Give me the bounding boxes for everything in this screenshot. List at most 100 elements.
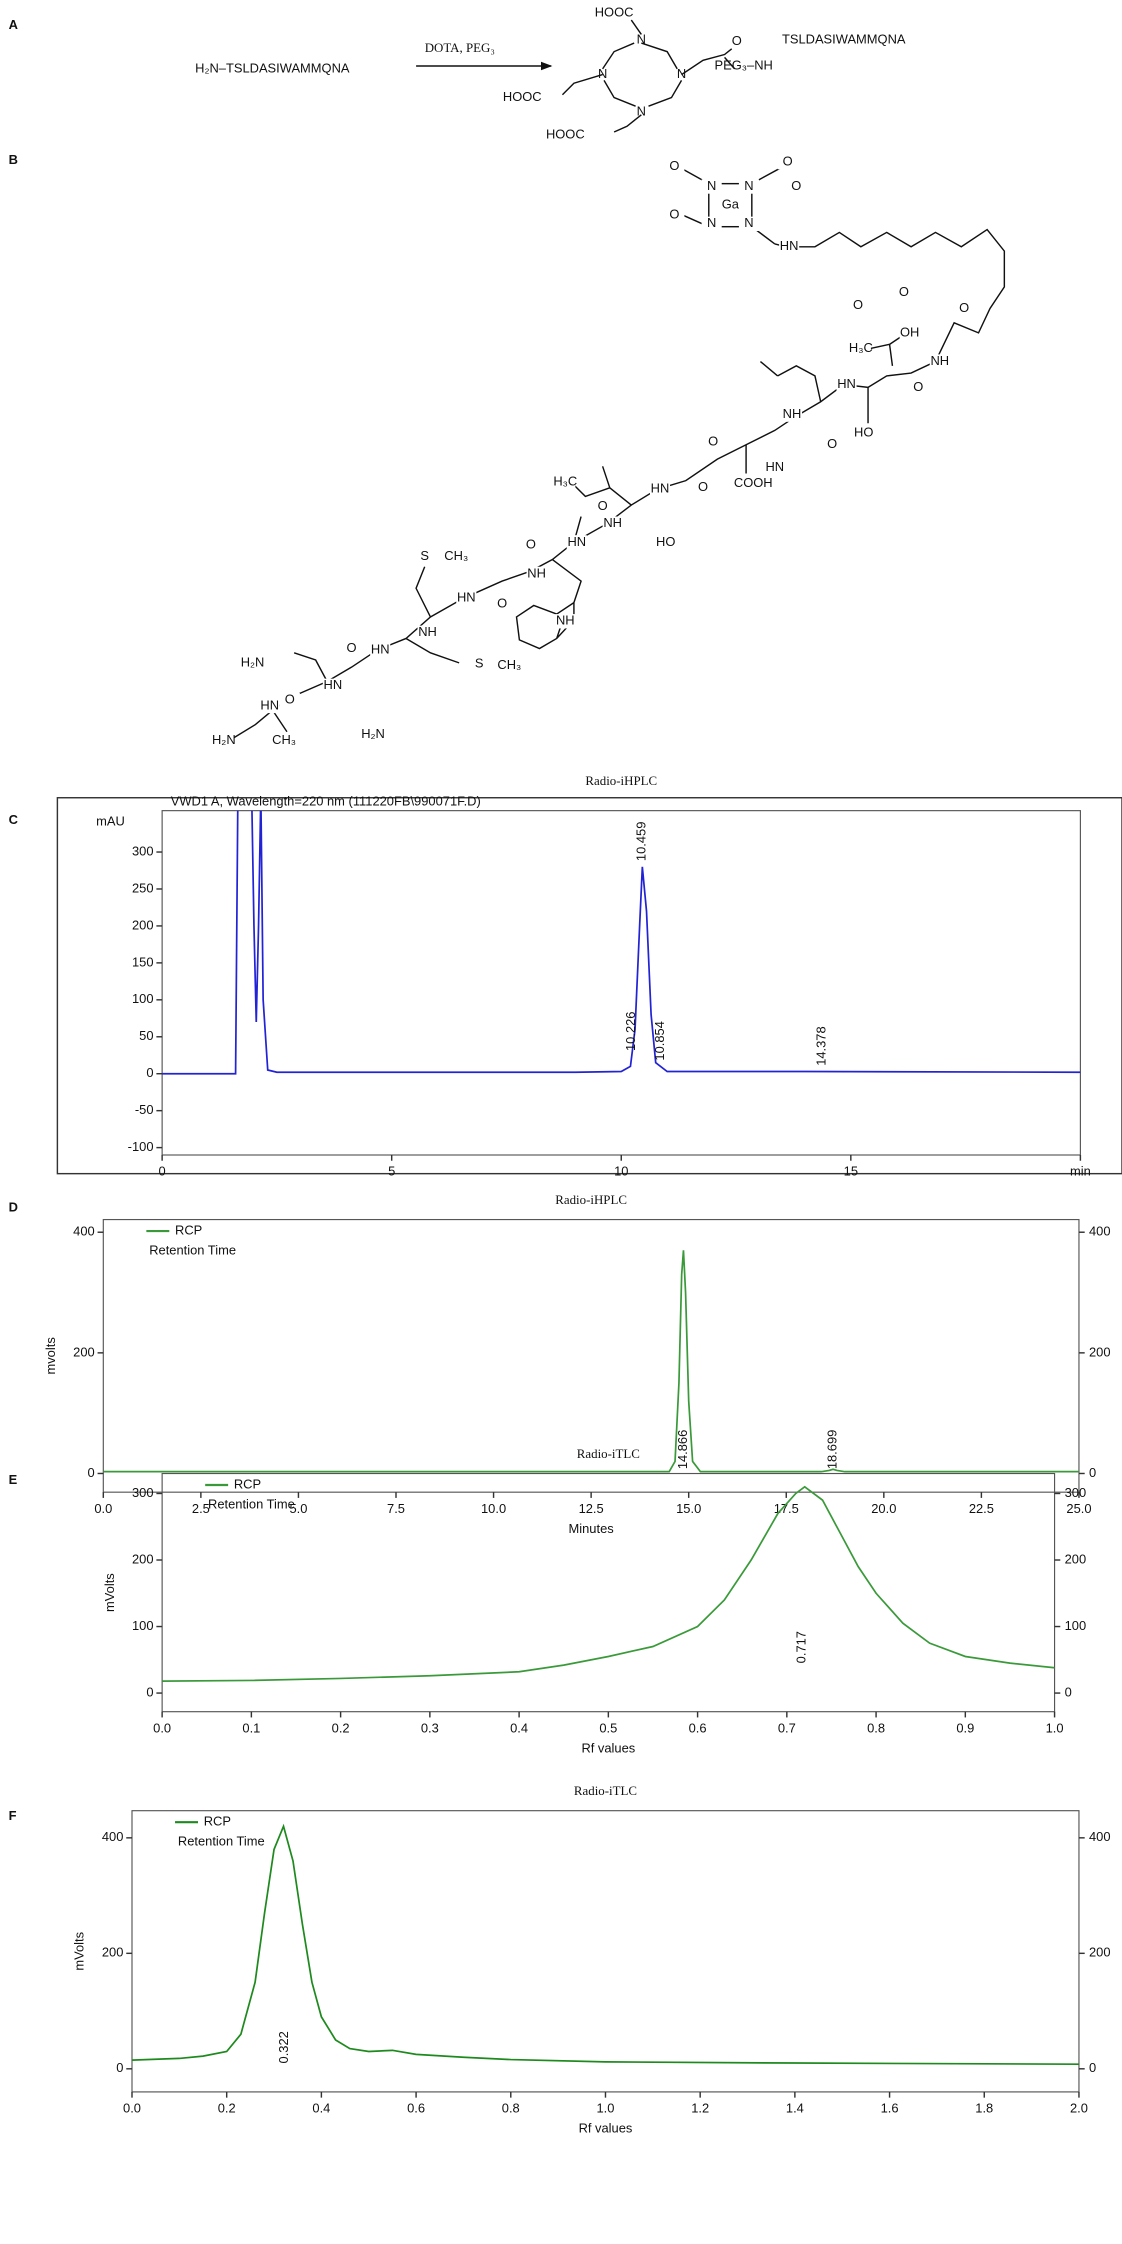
y-axis-label: mVolts [72, 1932, 87, 1971]
atom-bg [492, 596, 513, 612]
x-axis-label: Rf values [579, 2121, 633, 2136]
y-tick-label: 0 [146, 1065, 153, 1080]
y2-tick-label: 200 [1065, 1551, 1087, 1566]
atom-bg [853, 426, 874, 441]
x-axis-label: Minutes [569, 1521, 614, 1536]
panel-label: D [9, 1199, 18, 1214]
atom-label: O [669, 158, 679, 173]
atom-bg [520, 538, 541, 553]
atom-label: N [707, 178, 716, 193]
atom-bg [649, 482, 671, 497]
atom-bg [363, 727, 384, 742]
macrocycle [602, 42, 683, 107]
legend-label: RCP [204, 1814, 231, 1829]
x-tick-label: 1.0 [597, 2101, 615, 2116]
panel-label: A [9, 17, 18, 32]
x-tick-label: 0.3 [421, 1720, 439, 1735]
peak-label: 14.866 [675, 1430, 690, 1469]
atom-bg [779, 239, 800, 254]
annotation: Retention Time [149, 1243, 236, 1258]
y2-tick-label: 400 [1089, 1224, 1111, 1239]
atom-bg [446, 549, 467, 564]
x-tick-label: 0.6 [689, 1720, 707, 1735]
atom-label: N [637, 103, 646, 118]
atom-label: H₃C [849, 340, 873, 355]
atom-bg [322, 678, 343, 693]
atom-bg [693, 480, 714, 495]
atom-label: NH [603, 515, 622, 530]
atom-bg [893, 285, 914, 300]
atom-label: HN [837, 376, 856, 391]
atom-label: O [698, 479, 708, 494]
atom-bg [701, 216, 722, 231]
atom-bg [242, 655, 263, 671]
atom-bg [279, 693, 300, 708]
atom-bg [703, 434, 724, 450]
y2-tick-label: 0 [1089, 1465, 1096, 1480]
y-tick-label: 250 [132, 880, 154, 895]
y-axis-label: mAU [96, 814, 125, 829]
y2-tick-label: 0 [1065, 1684, 1072, 1699]
y-tick-label: 0 [88, 1465, 95, 1480]
x-tick-label: 0.8 [867, 1720, 885, 1735]
x-tick-label: 0.4 [510, 1720, 528, 1735]
atom-label: O [526, 537, 536, 552]
x-tick-label: 5.0 [289, 1501, 307, 1516]
y-tick-label: 50 [139, 1028, 153, 1043]
atom-label: HN [567, 534, 586, 549]
annotation: Retention Time [178, 1834, 265, 1849]
atom-bg [850, 341, 871, 356]
atom-bg [720, 198, 741, 213]
atom-label: N [677, 66, 686, 81]
reactant: H₂N–TSLDASIWAMMQNA [195, 60, 350, 75]
x-tick-label: 0.4 [312, 2101, 330, 2116]
atom-label: H₃C [553, 473, 577, 488]
peak-label: 10.854 [652, 1021, 667, 1060]
atom-bg [929, 354, 950, 369]
atom-bg [777, 154, 798, 170]
atom-label: H₂N [241, 654, 265, 669]
atom-label: NH [556, 613, 575, 628]
atom-label: HN [260, 697, 279, 712]
atom-label: O [285, 692, 295, 707]
macrocycle [708, 182, 753, 228]
y2-tick-label: 200 [1089, 1344, 1111, 1359]
peak-label: 10.226 [623, 1011, 638, 1050]
y2-tick-label: 300 [1065, 1485, 1087, 1500]
atom-bg [414, 549, 435, 564]
carboxylates [682, 165, 784, 245]
y-axis-label: mVolts [102, 1573, 117, 1612]
x-tick-label: 15 [844, 1164, 858, 1179]
atom-bg [954, 301, 975, 316]
y2-tick-label: 0 [1089, 2060, 1096, 2075]
atom-label: HOOC [546, 126, 585, 141]
x-tick-label: 1.2 [691, 2101, 709, 2116]
atom-label: S [420, 548, 429, 563]
backbone [229, 228, 1006, 741]
y-tick-label: 200 [73, 1344, 95, 1359]
atom-label: CH₃ [444, 548, 468, 563]
y-tick-label: 0 [146, 1684, 153, 1699]
annotation: Retention Time [208, 1496, 295, 1511]
chart-title: Radio-iHPLC [555, 1192, 627, 1207]
reagents: DOTA, PEG₃ [425, 40, 495, 55]
x-tick-label: 1.6 [881, 2101, 899, 2116]
atom-label: O [708, 433, 718, 448]
peak-label: 14.378 [814, 1026, 829, 1065]
y-tick-label: 200 [132, 917, 154, 932]
atom-bg [836, 377, 857, 392]
chart-title: Radio-iTLC [574, 1783, 637, 1798]
atom-label: HO [854, 425, 873, 440]
atom-bg [899, 325, 920, 341]
atom-label: CH₃ [272, 732, 296, 747]
atom-bg [555, 614, 576, 629]
y-tick-label: -100 [128, 1139, 154, 1154]
atom-label: N [744, 178, 753, 193]
atom-label: HN [651, 481, 670, 496]
atom-bg [274, 733, 295, 748]
side-chains [272, 332, 908, 733]
atom-label: H₂N [361, 726, 385, 741]
series-line [162, 1485, 1055, 1682]
series-line [132, 1823, 1079, 2066]
